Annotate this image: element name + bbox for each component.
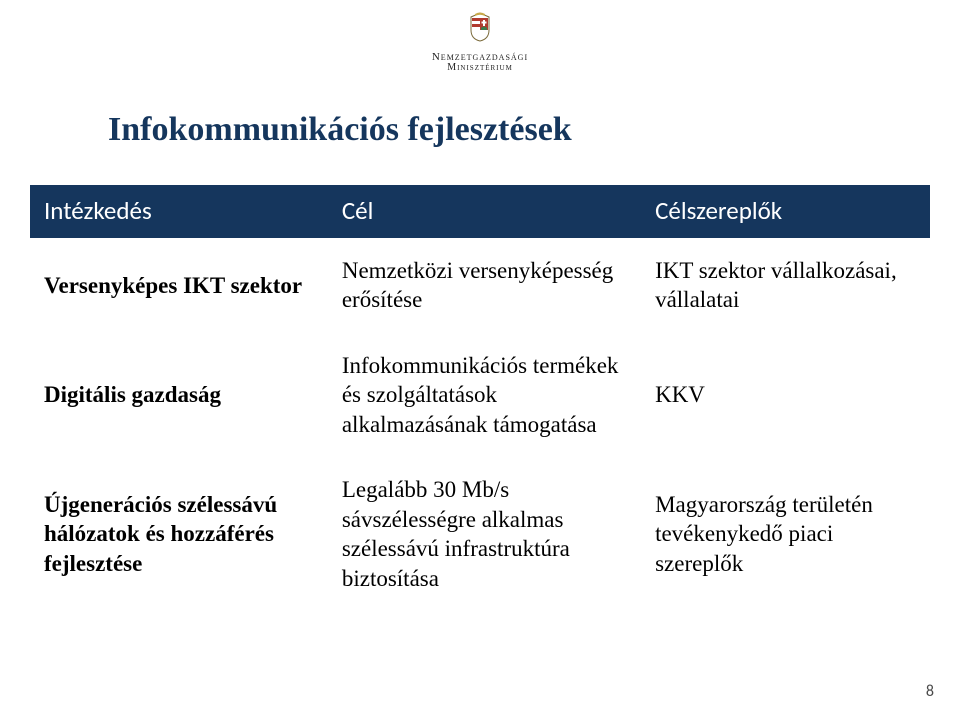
table-row: Versenyképes IKT szektor Nemzetközi vers… [30, 238, 930, 333]
cell: Digitális gazdaság [30, 333, 328, 457]
cell: Újgenerációs szélessávú hálózatok és hoz… [30, 457, 328, 611]
table-row: Digitális gazdaság Infokommunikációs ter… [30, 333, 930, 457]
ministry-name-line2: Minisztérium [0, 62, 960, 73]
cell: Versenyképes IKT szektor [30, 238, 328, 333]
table-header-row: Intézkedés Cél Célszereplők [30, 185, 930, 238]
cell: Nemzetközi versenyképesség erősítése [328, 238, 641, 333]
slide-title: Infokommunikációs fejlesztések [108, 111, 960, 149]
header-logo-area: Nemzetgazdasági Minisztérium [0, 0, 960, 73]
content-table: Intézkedés Cél Célszereplők Versenyképes… [30, 185, 930, 611]
cell: Infokommunikációs termékek és szolgáltat… [328, 333, 641, 457]
cell: IKT szektor vállalkozásai, vállalatai [641, 238, 930, 333]
table-row: Újgenerációs szélessávú hálózatok és hoz… [30, 457, 930, 611]
col-header-3: Célszereplők [641, 185, 930, 238]
slide: Nemzetgazdasági Minisztérium Infokommuni… [0, 0, 960, 715]
col-header-1: Intézkedés [30, 185, 328, 238]
coat-of-arms-icon [467, 12, 493, 42]
col-header-2: Cél [328, 185, 641, 238]
cell: KKV [641, 333, 930, 457]
cell: Magyarország területén tevékenykedő piac… [641, 457, 930, 611]
page-number: 8 [926, 682, 934, 701]
cell: Legalább 30 Mb/s sávszélességre alkalmas… [328, 457, 641, 611]
